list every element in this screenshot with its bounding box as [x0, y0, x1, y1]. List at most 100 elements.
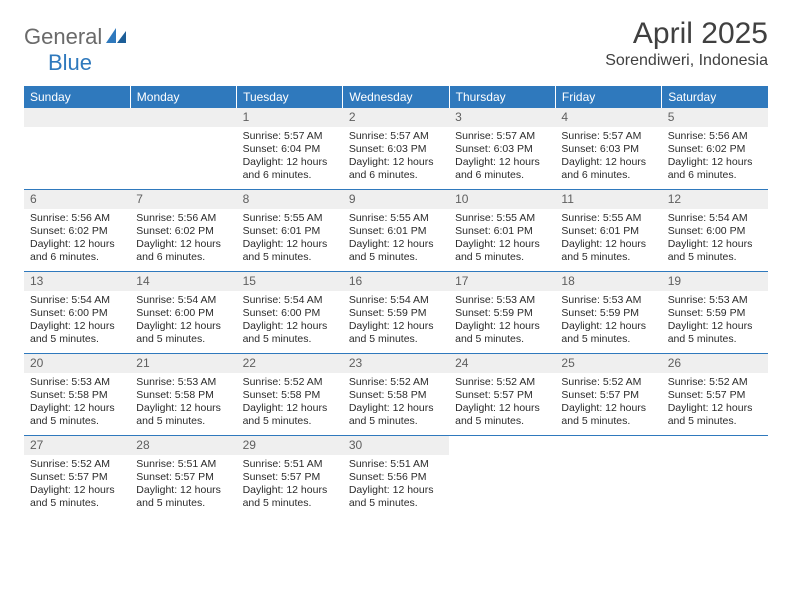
sunrise-line: Sunrise: 5:52 AM [30, 458, 126, 471]
sunrise-line: Sunrise: 5:53 AM [668, 294, 764, 307]
sunset-line: Sunset: 6:00 PM [243, 307, 339, 320]
calendar-cell: 3Sunrise: 5:57 AMSunset: 6:03 PMDaylight… [449, 108, 555, 190]
sunset-line: Sunset: 5:57 PM [30, 471, 126, 484]
day-body: Sunrise: 5:51 AMSunset: 5:57 PMDaylight:… [237, 455, 343, 515]
dow-header: Saturday [662, 86, 768, 108]
sunrise-line: Sunrise: 5:55 AM [349, 212, 445, 225]
sunrise-line: Sunrise: 5:56 AM [668, 130, 764, 143]
calendar-cell: 2Sunrise: 5:57 AMSunset: 6:03 PMDaylight… [343, 108, 449, 190]
calendar-cell: 26Sunrise: 5:52 AMSunset: 5:57 PMDayligh… [662, 354, 768, 436]
calendar-cell: 19Sunrise: 5:53 AMSunset: 5:59 PMDayligh… [662, 272, 768, 354]
day-body: Sunrise: 5:53 AMSunset: 5:58 PMDaylight:… [130, 373, 236, 433]
day-body: Sunrise: 5:54 AMSunset: 5:59 PMDaylight:… [343, 291, 449, 351]
calendar-cell: 21Sunrise: 5:53 AMSunset: 5:58 PMDayligh… [130, 354, 236, 436]
sunset-line: Sunset: 6:00 PM [668, 225, 764, 238]
day-number: 30 [343, 436, 449, 455]
sunrise-line: Sunrise: 5:55 AM [243, 212, 339, 225]
daylight-line: Daylight: 12 hours and 5 minutes. [668, 402, 764, 428]
dow-header: Friday [555, 86, 661, 108]
calendar-cell: 14Sunrise: 5:54 AMSunset: 6:00 PMDayligh… [130, 272, 236, 354]
dow-header: Sunday [24, 86, 130, 108]
daylight-line: Daylight: 12 hours and 5 minutes. [349, 484, 445, 510]
sunrise-line: Sunrise: 5:56 AM [30, 212, 126, 225]
day-number: 15 [237, 272, 343, 291]
day-body: Sunrise: 5:51 AMSunset: 5:57 PMDaylight:… [130, 455, 236, 515]
sunrise-line: Sunrise: 5:54 AM [136, 294, 232, 307]
daylight-line: Daylight: 12 hours and 5 minutes. [455, 320, 551, 346]
daylight-line: Daylight: 12 hours and 5 minutes. [455, 238, 551, 264]
daylight-line: Daylight: 12 hours and 5 minutes. [349, 402, 445, 428]
sunset-line: Sunset: 5:57 PM [561, 389, 657, 402]
sunset-line: Sunset: 6:01 PM [455, 225, 551, 238]
day-number: 6 [24, 190, 130, 209]
sunset-line: Sunset: 5:58 PM [30, 389, 126, 402]
calendar-cell: 17Sunrise: 5:53 AMSunset: 5:59 PMDayligh… [449, 272, 555, 354]
day-body: Sunrise: 5:52 AMSunset: 5:57 PMDaylight:… [555, 373, 661, 433]
sunset-line: Sunset: 5:58 PM [136, 389, 232, 402]
sunrise-line: Sunrise: 5:53 AM [136, 376, 232, 389]
logo-text-2: Blue [48, 50, 92, 76]
day-number: 17 [449, 272, 555, 291]
sunrise-line: Sunrise: 5:51 AM [243, 458, 339, 471]
daylight-line: Daylight: 12 hours and 5 minutes. [243, 320, 339, 346]
sunrise-line: Sunrise: 5:57 AM [455, 130, 551, 143]
sunset-line: Sunset: 5:59 PM [349, 307, 445, 320]
day-number: 14 [130, 272, 236, 291]
daylight-line: Daylight: 12 hours and 6 minutes. [455, 156, 551, 182]
sunrise-line: Sunrise: 5:55 AM [455, 212, 551, 225]
calendar-cell [24, 108, 130, 190]
calendar-week-row: 27Sunrise: 5:52 AMSunset: 5:57 PMDayligh… [24, 436, 768, 518]
day-number: 7 [130, 190, 236, 209]
daylight-line: Daylight: 12 hours and 6 minutes. [30, 238, 126, 264]
day-number: 2 [343, 108, 449, 127]
calendar-cell: 25Sunrise: 5:52 AMSunset: 5:57 PMDayligh… [555, 354, 661, 436]
day-number: 1 [237, 108, 343, 127]
daylight-line: Daylight: 12 hours and 5 minutes. [30, 320, 126, 346]
day-number: 18 [555, 272, 661, 291]
calendar-cell: 7Sunrise: 5:56 AMSunset: 6:02 PMDaylight… [130, 190, 236, 272]
day-number: 20 [24, 354, 130, 373]
calendar-cell: 5Sunrise: 5:56 AMSunset: 6:02 PMDaylight… [662, 108, 768, 190]
day-number: 9 [343, 190, 449, 209]
day-number: 23 [343, 354, 449, 373]
sunset-line: Sunset: 5:57 PM [243, 471, 339, 484]
day-body: Sunrise: 5:56 AMSunset: 6:02 PMDaylight:… [24, 209, 130, 269]
day-body: Sunrise: 5:55 AMSunset: 6:01 PMDaylight:… [343, 209, 449, 269]
day-body: Sunrise: 5:53 AMSunset: 5:58 PMDaylight:… [24, 373, 130, 433]
daylight-line: Daylight: 12 hours and 5 minutes. [668, 238, 764, 264]
calendar-cell: 22Sunrise: 5:52 AMSunset: 5:58 PMDayligh… [237, 354, 343, 436]
calendar-cell: 18Sunrise: 5:53 AMSunset: 5:59 PMDayligh… [555, 272, 661, 354]
day-number: 4 [555, 108, 661, 127]
day-number: 26 [662, 354, 768, 373]
sunrise-line: Sunrise: 5:52 AM [349, 376, 445, 389]
sunset-line: Sunset: 5:58 PM [243, 389, 339, 402]
day-body: Sunrise: 5:55 AMSunset: 6:01 PMDaylight:… [237, 209, 343, 269]
sunset-line: Sunset: 5:57 PM [136, 471, 232, 484]
day-number: 29 [237, 436, 343, 455]
calendar-cell: 30Sunrise: 5:51 AMSunset: 5:56 PMDayligh… [343, 436, 449, 518]
sunset-line: Sunset: 6:02 PM [136, 225, 232, 238]
calendar-week-row: 1Sunrise: 5:57 AMSunset: 6:04 PMDaylight… [24, 108, 768, 190]
calendar-body: 1Sunrise: 5:57 AMSunset: 6:04 PMDaylight… [24, 108, 768, 518]
calendar-cell [449, 436, 555, 518]
sunrise-line: Sunrise: 5:54 AM [30, 294, 126, 307]
sunrise-line: Sunrise: 5:55 AM [561, 212, 657, 225]
daylight-line: Daylight: 12 hours and 5 minutes. [349, 320, 445, 346]
day-of-week-row: SundayMondayTuesdayWednesdayThursdayFrid… [24, 86, 768, 108]
sunset-line: Sunset: 5:58 PM [349, 389, 445, 402]
calendar-cell: 24Sunrise: 5:52 AMSunset: 5:57 PMDayligh… [449, 354, 555, 436]
daylight-line: Daylight: 12 hours and 5 minutes. [243, 484, 339, 510]
calendar-cell: 1Sunrise: 5:57 AMSunset: 6:04 PMDaylight… [237, 108, 343, 190]
sunrise-line: Sunrise: 5:52 AM [668, 376, 764, 389]
sunrise-line: Sunrise: 5:57 AM [243, 130, 339, 143]
sunrise-line: Sunrise: 5:57 AM [561, 130, 657, 143]
day-number: 27 [24, 436, 130, 455]
location-label: Sorendiweri, Indonesia [605, 52, 768, 70]
day-number: 22 [237, 354, 343, 373]
day-body: Sunrise: 5:54 AMSunset: 6:00 PMDaylight:… [24, 291, 130, 351]
day-number: 19 [662, 272, 768, 291]
day-body: Sunrise: 5:54 AMSunset: 6:00 PMDaylight:… [130, 291, 236, 351]
calendar-cell: 6Sunrise: 5:56 AMSunset: 6:02 PMDaylight… [24, 190, 130, 272]
sunrise-line: Sunrise: 5:53 AM [561, 294, 657, 307]
day-number: 12 [662, 190, 768, 209]
